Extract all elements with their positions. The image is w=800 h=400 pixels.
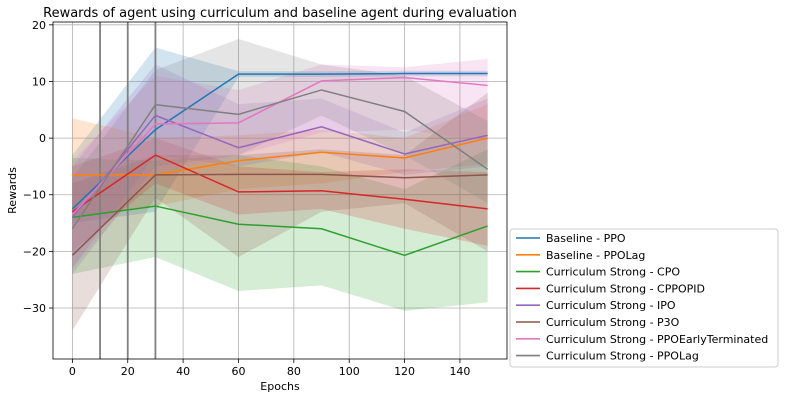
y-tick-label: 20 <box>32 19 46 32</box>
x-tick-label: 40 <box>176 365 190 378</box>
x-tick-label: 100 <box>339 365 360 378</box>
y-axis-ticks: −30 −20 −10 0 10 20 <box>23 19 53 315</box>
x-tick-label: 60 <box>231 365 245 378</box>
legend-label: Curriculum Strong - PPOEarlyTerminated <box>546 333 768 346</box>
legend-box <box>509 228 779 368</box>
x-axis-label: Epochs <box>260 380 300 393</box>
legend-label: Baseline - PPO <box>546 232 626 245</box>
confidence-band <box>72 92 488 331</box>
legend-label: Curriculum Strong - PPOLag <box>546 350 699 363</box>
series-line <box>71 89 489 230</box>
legend-label: Curriculum Strong - IPO <box>546 299 676 312</box>
confidence-band <box>72 104 488 218</box>
series-line <box>71 173 488 256</box>
x-axis-ticks: 0 20 40 60 80 100 120 140 <box>69 359 470 378</box>
x-tick-label: 140 <box>449 365 470 378</box>
confidence-band <box>72 149 488 311</box>
y-tick-label: 0 <box>39 132 46 145</box>
y-tick-label: 10 <box>32 75 46 88</box>
series-line <box>71 72 488 210</box>
x-tick-label: 20 <box>121 365 135 378</box>
y-tick-label: −10 <box>23 189 46 202</box>
series-line <box>71 154 488 213</box>
legend: Baseline - PPO Baseline - PPOLag Curriculu… <box>509 228 779 368</box>
x-tick-label: 120 <box>394 365 415 378</box>
series-line <box>71 114 488 218</box>
grid-lines <box>53 22 507 359</box>
x-tick-label: 0 <box>69 365 76 378</box>
series-lines <box>71 72 489 257</box>
confidence-band <box>72 138 488 252</box>
series-line <box>72 205 488 257</box>
legend-label: Curriculum Strong - CPO <box>546 266 680 279</box>
plot-frame <box>52 21 508 360</box>
legend-label: Curriculum Strong - P3O <box>546 316 680 329</box>
y-tick-label: −20 <box>23 245 46 258</box>
confidence-band <box>72 47 488 224</box>
x-tick-label: 80 <box>287 365 301 378</box>
confidence-band <box>72 38 488 275</box>
y-axis-label: Rewards <box>6 167 19 214</box>
y-tick-label: −30 <box>23 302 46 315</box>
epoch-markers <box>99 22 157 359</box>
chart-title: Rewards of agent using curriculum and ba… <box>43 6 517 21</box>
legend-label: Baseline - PPOLag <box>546 249 645 262</box>
series-line <box>72 137 488 176</box>
confidence-band <box>72 58 488 269</box>
legend-label: Curriculum Strong - CPPOPID <box>546 282 705 295</box>
